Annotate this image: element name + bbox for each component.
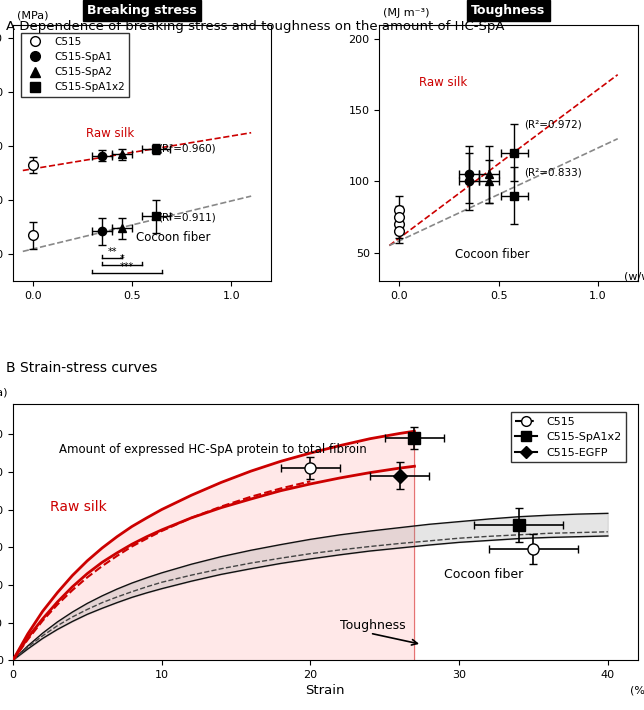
Text: (R²=0.972): (R²=0.972) xyxy=(524,119,582,129)
Text: Cocoon fiber: Cocoon fiber xyxy=(136,231,211,244)
Text: (MPa): (MPa) xyxy=(17,11,48,21)
Text: **: ** xyxy=(108,247,117,257)
Text: ***: *** xyxy=(120,262,134,272)
Text: B Strain-stress curves: B Strain-stress curves xyxy=(6,361,158,375)
Text: (MPa): (MPa) xyxy=(0,387,7,398)
Text: Cocoon fiber: Cocoon fiber xyxy=(444,568,524,581)
Text: Toughness: Toughness xyxy=(471,4,545,17)
Text: (R²=0.911): (R²=0.911) xyxy=(158,212,216,222)
Text: (w/w %): (w/w %) xyxy=(623,271,644,281)
Text: Toughness: Toughness xyxy=(340,619,406,633)
Text: (%): (%) xyxy=(630,686,644,696)
Text: Amount of expressed HC-SpA protein to total fibroin: Amount of expressed HC-SpA protein to to… xyxy=(59,443,366,456)
X-axis label: Strain: Strain xyxy=(305,684,345,697)
Legend: C515, C515-SpA1x2, C515-EGFP: C515, C515-SpA1x2, C515-EGFP xyxy=(511,413,626,462)
Text: *: * xyxy=(120,254,124,264)
Text: Breaking stress: Breaking stress xyxy=(87,4,197,17)
Text: (R²=0.960): (R²=0.960) xyxy=(158,143,216,153)
Text: Raw silk: Raw silk xyxy=(419,76,468,89)
Text: (MJ m⁻³): (MJ m⁻³) xyxy=(383,8,430,18)
Text: A Dependence of breaking stress and toughness on the amount of HC-SpA: A Dependence of breaking stress and toug… xyxy=(6,20,505,33)
Text: Cocoon fiber: Cocoon fiber xyxy=(455,248,529,261)
Text: Raw silk: Raw silk xyxy=(50,501,107,515)
Text: (R²=0.833): (R²=0.833) xyxy=(524,168,582,178)
Text: Raw silk: Raw silk xyxy=(86,127,135,140)
Legend: C515, C515-SpA1, C515-SpA2, C515-SpA1x2: C515, C515-SpA1, C515-SpA2, C515-SpA1x2 xyxy=(21,33,129,97)
